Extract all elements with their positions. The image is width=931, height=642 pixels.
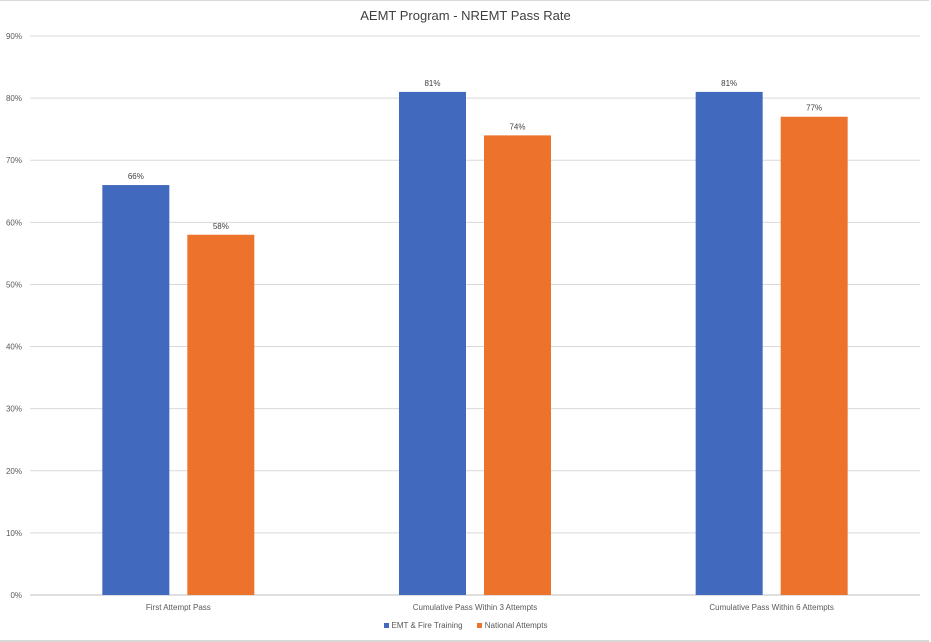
bar bbox=[484, 135, 551, 595]
legend: EMT & Fire Training National Attempts bbox=[0, 621, 931, 630]
y-tick-label: 20% bbox=[6, 467, 22, 476]
legend-swatch-national bbox=[476, 623, 482, 629]
data-label: 81% bbox=[721, 79, 737, 88]
bar bbox=[399, 91, 466, 596]
y-tick-label: 0% bbox=[10, 591, 22, 600]
x-tick-label: First Attempt Pass bbox=[146, 603, 211, 612]
data-label: 77% bbox=[806, 104, 822, 113]
data-label: 58% bbox=[213, 222, 229, 231]
y-tick-label: 60% bbox=[6, 218, 22, 227]
y-tick-label: 30% bbox=[6, 405, 22, 414]
data-label: 74% bbox=[509, 122, 525, 131]
x-tick-label: Cumulative Pass Within 6 Attempts bbox=[709, 603, 834, 612]
legend-item-emt: EMT & Fire Training bbox=[383, 621, 463, 630]
legend-label-national: National Attempts bbox=[484, 621, 548, 630]
data-label: 81% bbox=[424, 79, 440, 88]
bar bbox=[102, 185, 170, 596]
y-tick-label: 10% bbox=[6, 529, 22, 538]
bar bbox=[780, 116, 848, 595]
y-tick-label: 90% bbox=[6, 32, 22, 41]
x-tick-label: Cumulative Pass Within 3 Attempts bbox=[413, 603, 538, 612]
data-label: 66% bbox=[128, 172, 144, 181]
y-tick-label: 70% bbox=[6, 156, 22, 165]
legend-swatch-emt bbox=[383, 623, 389, 629]
bar bbox=[187, 234, 255, 595]
legend-item-national: National Attempts bbox=[476, 621, 548, 630]
chart-title: AEMT Program - NREMT Pass Rate bbox=[360, 8, 571, 23]
bar bbox=[695, 91, 763, 596]
legend-label-emt: EMT & Fire Training bbox=[391, 621, 463, 630]
y-tick-label: 50% bbox=[6, 280, 22, 289]
y-tick-label: 40% bbox=[6, 343, 22, 352]
y-tick-label: 80% bbox=[6, 94, 22, 103]
